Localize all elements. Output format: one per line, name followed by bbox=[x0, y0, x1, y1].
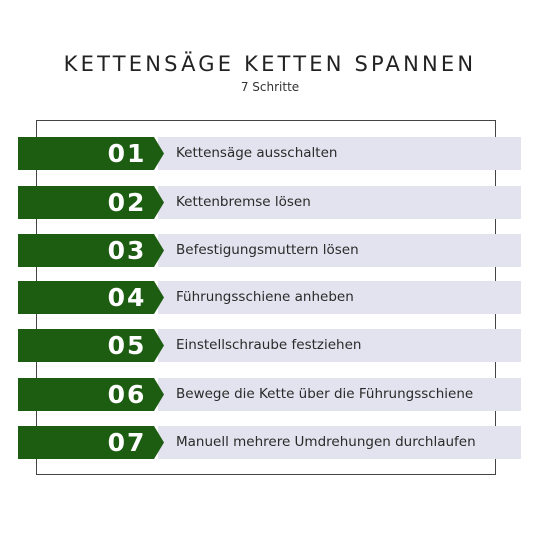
step-row-6: 06 Bewege die Kette über die Führungssch… bbox=[18, 378, 521, 411]
step-badge bbox=[18, 281, 164, 314]
step-label: Bewege die Kette über die Führungsschien… bbox=[176, 386, 474, 402]
step-bar bbox=[158, 378, 521, 411]
step-label: Befestigungsmuttern lösen bbox=[176, 242, 359, 258]
step-number: 04 bbox=[107, 283, 147, 312]
step-badge bbox=[18, 234, 164, 267]
step-label: Kettenbremse lösen bbox=[176, 194, 311, 210]
step-label: Manuell mehrere Umdrehungen durchlaufen bbox=[176, 434, 476, 450]
step-badge bbox=[18, 137, 164, 170]
step-row-7: 07 Manuell mehrere Umdrehungen durchlauf… bbox=[18, 426, 521, 459]
page-title: KETTENSÄGE KETTEN SPANNEN bbox=[63, 52, 477, 76]
step-number: 03 bbox=[107, 236, 147, 265]
step-badge bbox=[18, 186, 164, 219]
step-row-1: 01 Kettensäge ausschalten bbox=[18, 137, 521, 170]
step-number: 06 bbox=[107, 380, 147, 409]
step-number: 05 bbox=[107, 331, 147, 360]
step-row-2: 02 Kettenbremse lösen bbox=[18, 186, 521, 219]
step-row-3: 03 Befestigungsmuttern lösen bbox=[18, 234, 521, 267]
page-subtitle: 7 Schritte bbox=[240, 80, 300, 94]
step-row-4: 04 Führungsschiene anheben bbox=[18, 281, 521, 314]
step-bar bbox=[158, 426, 521, 459]
step-bar bbox=[158, 186, 521, 219]
step-badge bbox=[18, 378, 164, 411]
step-number: 02 bbox=[107, 188, 147, 217]
step-number: 07 bbox=[107, 428, 147, 457]
step-bar bbox=[158, 234, 521, 267]
step-label: Einstellschraube festziehen bbox=[176, 337, 362, 353]
step-badge bbox=[18, 329, 164, 362]
step-bar bbox=[158, 137, 521, 170]
step-bar bbox=[158, 329, 521, 362]
step-bar bbox=[158, 281, 521, 314]
step-row-5: 05 Einstellschraube festziehen bbox=[18, 329, 521, 362]
step-label: Führungsschiene anheben bbox=[176, 289, 354, 305]
step-badge bbox=[18, 426, 164, 459]
step-number: 01 bbox=[107, 139, 147, 168]
step-label: Kettensäge ausschalten bbox=[176, 145, 338, 161]
